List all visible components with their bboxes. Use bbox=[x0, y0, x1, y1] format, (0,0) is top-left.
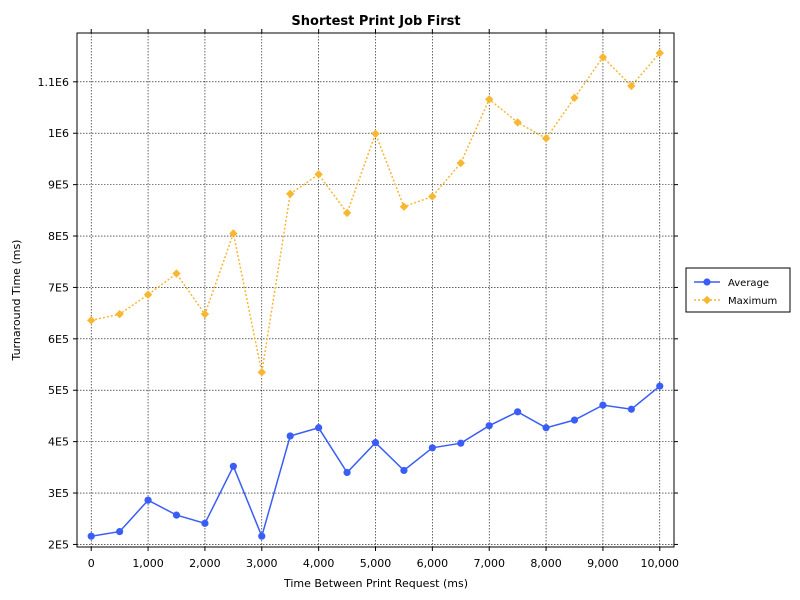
y-axis: 2E5 3E5 4E5 5E5 6E5 7E5 8E5 9E5 1E6 1.1E6 bbox=[38, 76, 678, 551]
x-tick-label: 9,000 bbox=[587, 557, 619, 570]
data-point-average bbox=[570, 416, 579, 424]
data-point-average bbox=[229, 462, 237, 470]
y-tick-label: 3E5 bbox=[48, 487, 69, 500]
legend: Average Maximum bbox=[685, 267, 791, 313]
data-point-average bbox=[428, 444, 436, 452]
data-point-average bbox=[315, 424, 323, 432]
legend-label-average: Average bbox=[728, 278, 769, 289]
data-point-maximum bbox=[200, 309, 210, 319]
data-point-maximum bbox=[143, 290, 153, 299]
data-point-maximum bbox=[456, 158, 465, 168]
data-point-average bbox=[172, 511, 181, 519]
x-tick-label: 8,000 bbox=[530, 557, 562, 570]
data-point-average bbox=[400, 466, 408, 475]
data-point-maximum bbox=[87, 316, 96, 325]
data-point-average bbox=[457, 439, 465, 447]
chart-title: Shortest Print Job First bbox=[291, 14, 460, 29]
data-point-maximum bbox=[655, 48, 664, 58]
data-point-average bbox=[514, 408, 522, 416]
data-point-average bbox=[371, 439, 380, 447]
data-point-average bbox=[627, 405, 635, 413]
data-point-maximum bbox=[428, 192, 437, 201]
data-point-average bbox=[343, 468, 351, 477]
data-point-maximum bbox=[513, 118, 522, 127]
x-tick-label: 7,000 bbox=[473, 557, 505, 570]
y-tick-label: 8E5 bbox=[48, 230, 69, 243]
series-layer bbox=[87, 48, 664, 540]
x-tick-label: 3,000 bbox=[246, 557, 278, 570]
y-axis-label: Turnaround Time (ms) bbox=[10, 240, 23, 362]
data-point-maximum bbox=[598, 52, 608, 62]
data-point-maximum bbox=[570, 93, 579, 102]
data-point-maximum bbox=[342, 208, 352, 218]
y-tick-label: 6E5 bbox=[48, 333, 69, 346]
legend-label-maximum: Maximum bbox=[728, 296, 777, 307]
data-point-average bbox=[87, 532, 95, 540]
y-tick-label: 4E5 bbox=[48, 436, 69, 449]
y-tick-label: 2E5 bbox=[48, 538, 69, 551]
data-point-maximum bbox=[172, 269, 181, 278]
data-point-maximum bbox=[399, 202, 409, 211]
data-point-average bbox=[542, 424, 550, 432]
data-point-average bbox=[286, 432, 294, 440]
data-point-maximum bbox=[371, 129, 380, 138]
data-point-maximum bbox=[257, 368, 266, 377]
data-point-average bbox=[144, 496, 152, 504]
x-tick-label: 1,000 bbox=[132, 557, 164, 570]
legend-box bbox=[685, 267, 791, 313]
data-point-average bbox=[258, 532, 266, 540]
data-point-average bbox=[599, 401, 607, 409]
y-tick-label: 1E6 bbox=[48, 127, 69, 140]
data-point-maximum bbox=[485, 95, 494, 104]
legend-marker-maximum bbox=[702, 295, 712, 305]
x-tick-label: 6,000 bbox=[417, 557, 449, 570]
data-point-average bbox=[656, 382, 664, 390]
data-point-average bbox=[201, 519, 209, 527]
x-tick-label: 0 bbox=[88, 557, 95, 570]
y-tick-label: 7E5 bbox=[48, 281, 69, 294]
data-point-maximum bbox=[541, 134, 551, 143]
x-tick-label: 10,000 bbox=[641, 557, 680, 570]
data-point-maximum bbox=[286, 189, 295, 199]
x-tick-label: 4,000 bbox=[303, 557, 335, 570]
x-tick-label: 2,000 bbox=[189, 557, 221, 570]
data-point-average bbox=[116, 527, 124, 536]
x-axis-label: Time Between Print Request (ms) bbox=[283, 577, 468, 590]
data-point-maximum bbox=[627, 81, 636, 91]
data-point-maximum bbox=[115, 309, 124, 319]
y-tick-label: 1.1E6 bbox=[38, 76, 69, 89]
x-axis: 0 1,000 2,000 3,000 4,000 5,000 6,000 7,000 8,00… bbox=[88, 29, 679, 570]
data-point-maximum bbox=[229, 229, 238, 238]
legend-marker-average bbox=[703, 278, 711, 286]
y-tick-label: 9E5 bbox=[48, 179, 69, 192]
x-tick-label: 5,000 bbox=[360, 557, 392, 570]
data-point-maximum bbox=[314, 170, 323, 179]
data-point-average bbox=[485, 422, 493, 430]
y-tick-label: 5E5 bbox=[48, 384, 69, 397]
grid bbox=[77, 33, 674, 547]
